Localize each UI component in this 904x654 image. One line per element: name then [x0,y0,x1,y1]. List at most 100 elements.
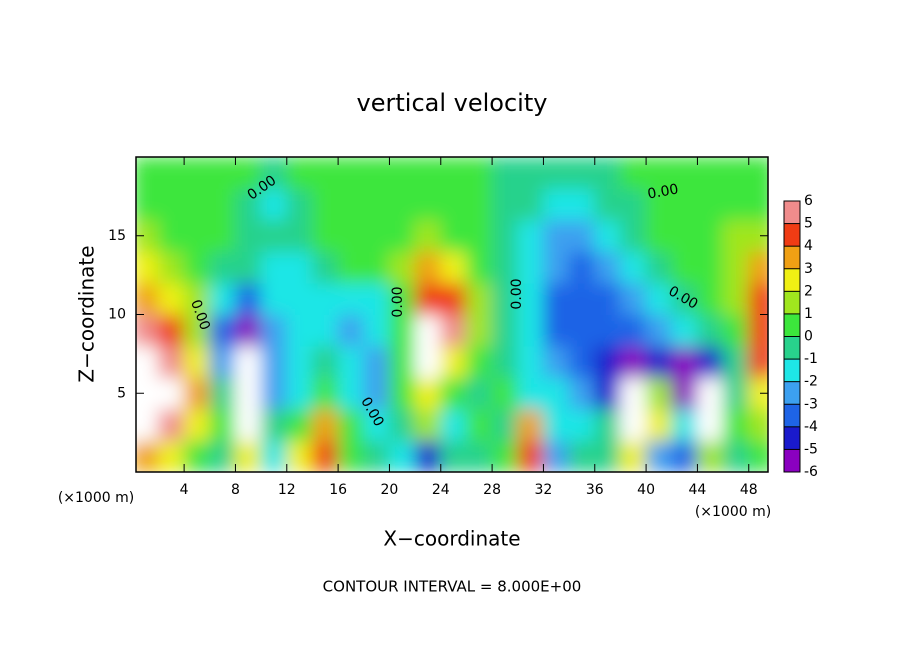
field-cell [337,251,365,284]
field-cell [594,408,621,441]
field-cell [619,157,647,189]
colorbar-swatch [784,313,800,337]
field-cell [594,251,621,284]
field-cell [517,408,544,441]
field-cell [619,314,647,347]
colorbar-label: 2 [804,283,813,299]
field-cell [465,377,493,410]
field-cell [491,219,519,252]
field-cell [465,345,493,378]
field-cell [234,314,262,347]
field-cell [568,188,596,221]
field-cell [645,408,673,441]
field-cell [619,345,647,378]
x-tick-label: 20 [381,482,399,498]
field-cell [414,219,442,252]
colorbar-swatch [784,246,800,269]
field-cell [311,408,339,441]
field-cell [722,188,750,221]
field-cell [136,157,159,189]
field-cell [183,377,211,410]
contour-label: 0.00 [646,181,679,202]
field-cell [440,157,467,189]
field-cell [234,377,262,410]
field-cell [234,157,262,189]
field-cell [568,314,596,347]
field-cell [363,219,390,252]
field-cell [337,345,365,378]
field-cell [388,440,416,472]
field-cell [209,157,236,189]
field-cell [465,408,493,441]
field-cell [157,440,185,472]
field-cell [671,219,698,252]
field-cell [388,157,416,189]
colorbar-label: -5 [804,441,818,457]
field-cell [568,157,596,189]
field-cell [619,377,647,410]
field-cell [542,408,570,441]
field-cell [594,377,621,410]
field-cell [440,345,467,378]
field-cell [209,440,236,472]
field-cell [183,440,211,472]
field-cell [157,345,185,378]
field-cell [388,377,416,410]
field-cell [136,440,159,472]
colorbar-swatch [784,449,800,472]
x-tick-label: 16 [329,482,347,498]
field-cell [594,157,621,189]
field-cell [388,251,416,284]
field-cell [388,408,416,441]
field-cell [568,345,596,378]
field-cell [209,251,236,284]
field-cell [671,314,698,347]
field-cell [157,157,185,189]
field-cell [260,251,288,284]
colorbar-swatch [784,404,800,427]
field-cell [286,314,313,347]
colorbar-swatch [784,359,800,382]
field-cell [183,282,211,315]
field-cell [209,314,236,347]
x-tick-label: 36 [586,482,604,498]
field-cell [311,440,339,472]
x-unit-label: (×1000 m) [695,504,771,520]
field-cell [234,219,262,252]
field-cell [157,408,185,441]
field-cell [696,314,724,347]
field-cell [465,157,493,189]
colorbar-label: -4 [804,419,818,435]
field-cell [542,282,570,315]
colorbar-label: 0 [804,329,813,345]
field-cell [157,314,185,347]
field-cell [337,219,365,252]
field-cell [517,314,544,347]
field-cell [671,440,698,472]
x-unit-label: (×1000 m) [58,490,134,506]
field-cell [696,408,724,441]
field-cell [311,377,339,410]
field-cell [542,219,570,252]
field-cell [491,314,519,347]
field-cell [696,219,724,252]
field-cell [260,188,288,221]
field-cell [260,157,288,189]
field-cell [722,377,750,410]
field-cell [260,345,288,378]
field-cell [748,440,768,472]
field-cell [136,282,159,315]
colorbar-swatch [784,336,800,360]
field-cell [722,157,750,189]
field-cells [136,157,768,472]
field-cell [645,188,673,221]
field-cell [363,440,390,472]
field-cell [209,219,236,252]
field-cell [542,188,570,221]
field-cell [748,408,768,441]
field-cell [440,219,467,252]
field-cell [183,219,211,252]
field-cell [671,282,698,315]
field-cell [414,314,442,347]
field-cell [157,377,185,410]
